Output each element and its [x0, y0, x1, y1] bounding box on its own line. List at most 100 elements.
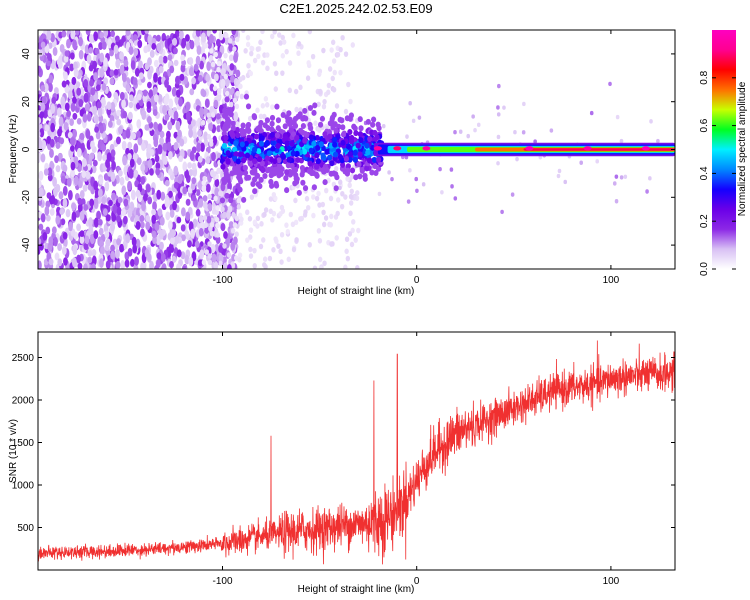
spectrogram-cell [264, 139, 270, 146]
spectrogram-cell [123, 198, 129, 207]
spectrogram-cell [269, 131, 275, 138]
spectrogram-cell [122, 110, 128, 119]
spectrogram-cell [228, 38, 233, 44]
y-tick-label: 0 [21, 146, 32, 152]
spectrogram-cell [296, 189, 302, 196]
spectrogram-cell [201, 36, 206, 43]
spectrogram-cell [153, 137, 159, 148]
spectrogram-cell [298, 84, 303, 91]
spectrogram-cell [390, 176, 394, 182]
spectrogram-cell [381, 123, 386, 129]
spectrogram-cell [255, 181, 261, 188]
spectrogram-cell [115, 248, 120, 259]
spectrogram-cell [188, 169, 194, 177]
spectrogram-cell [316, 101, 321, 108]
snr-series-line [38, 340, 675, 565]
spectrogram-cell [97, 151, 102, 162]
spectrogram-cell [335, 51, 341, 58]
spectrogram-cell [557, 168, 562, 174]
spectrogram-cell [220, 163, 226, 170]
spectrogram-cell [311, 212, 316, 219]
spectrogram-cell [146, 115, 152, 124]
spectrogram-cell [69, 63, 75, 72]
spectrogram-cell [375, 121, 381, 128]
spectrogram-cell [123, 59, 129, 68]
spectrogram-cell [100, 246, 105, 256]
spectrogram-cell [284, 152, 291, 159]
spectrogram-cell [180, 54, 185, 62]
spectrogram-cell [79, 235, 85, 244]
spectrogram-cell [315, 145, 321, 152]
spectrogram-cell [76, 223, 81, 232]
spectrogram-cell [236, 197, 241, 204]
spectrogram-cell [109, 69, 115, 77]
spectrogram-cell [335, 210, 340, 217]
spectrogram-cell [228, 54, 234, 62]
y-tick-label: 2000 [12, 396, 35, 407]
spectrogram-cell [252, 263, 257, 269]
colorbar-label: Normalized spectral amplitude [737, 81, 748, 216]
spectrogram-cell [130, 189, 136, 201]
spectrogram-cell [70, 137, 76, 146]
spectrogram-cell [180, 224, 186, 232]
spectrogram-cell [71, 211, 77, 222]
spectrogram-cell [213, 260, 219, 269]
spectrogram-cell [348, 200, 354, 206]
spectrogram-cell [235, 163, 241, 170]
spectrogram-cell [141, 142, 146, 151]
spectrogram-cell [497, 83, 501, 89]
spectrogram-cell [228, 43, 234, 52]
spectrogram-cell [556, 173, 561, 179]
spectrogram-cell [371, 136, 378, 143]
spectrogram-cell [66, 38, 71, 49]
spectrogram-cell [156, 42, 162, 52]
spectrogram-cell [284, 169, 290, 176]
spectrogram-cell [365, 149, 371, 156]
spectrogram-cell [521, 130, 526, 135]
spectrogram-cell [168, 108, 173, 117]
spectrogram-cell [579, 160, 584, 165]
spectrogram-cell [274, 103, 280, 110]
spectrogram-cell [316, 190, 321, 197]
spectrogram-cell [278, 211, 283, 217]
spectrogram-cell [345, 176, 350, 182]
spectrogram-cell [615, 114, 620, 120]
spectrogram-cell [343, 194, 348, 200]
spectrogram-cell [257, 155, 263, 162]
spectrogram-cell [247, 115, 253, 122]
colorbar-tick-label: 0.8 [699, 70, 710, 84]
spectrogram-cell [308, 147, 314, 154]
spectrogram-cell [70, 168, 76, 178]
spectrogram-cell [496, 112, 501, 117]
spectrogram-cell [371, 116, 377, 123]
spectrogram-cell [109, 77, 115, 86]
spectrogram-cell [45, 214, 51, 222]
spectrogram-cell [329, 116, 335, 123]
spectrogram-cell [56, 58, 62, 66]
x-tick-label: 0 [414, 275, 420, 286]
spectrogram-cell [198, 215, 204, 223]
spectrogram-cell [411, 118, 416, 124]
spectrogram-cell [496, 134, 501, 140]
spectrogram-cell [245, 34, 251, 41]
spectrogram-cell [116, 118, 122, 126]
spectrogram-cell [286, 256, 291, 263]
spectrogram-cell [203, 222, 208, 229]
spectrogram-cell [132, 34, 138, 41]
spectrogram-cell [340, 131, 347, 138]
spectrogram-cell [210, 112, 216, 118]
spectrogram-cell [162, 142, 168, 152]
spectrogram-cell [184, 34, 190, 42]
spectrogram-cell [284, 48, 289, 55]
spectrogram-cell [212, 171, 217, 177]
spectrogram-cell [204, 249, 210, 255]
spectrogram-cell [275, 142, 281, 149]
spectrogram-cell [338, 185, 342, 191]
spectrogram-cell [222, 243, 227, 249]
spectrogram-cell [233, 53, 238, 63]
spectrogram-cell [52, 46, 58, 56]
spectrogram-cell [264, 101, 270, 108]
y-tick-label: 20 [21, 96, 32, 108]
spectrogram-cell [38, 139, 43, 149]
spectrogram-cell [205, 73, 211, 83]
